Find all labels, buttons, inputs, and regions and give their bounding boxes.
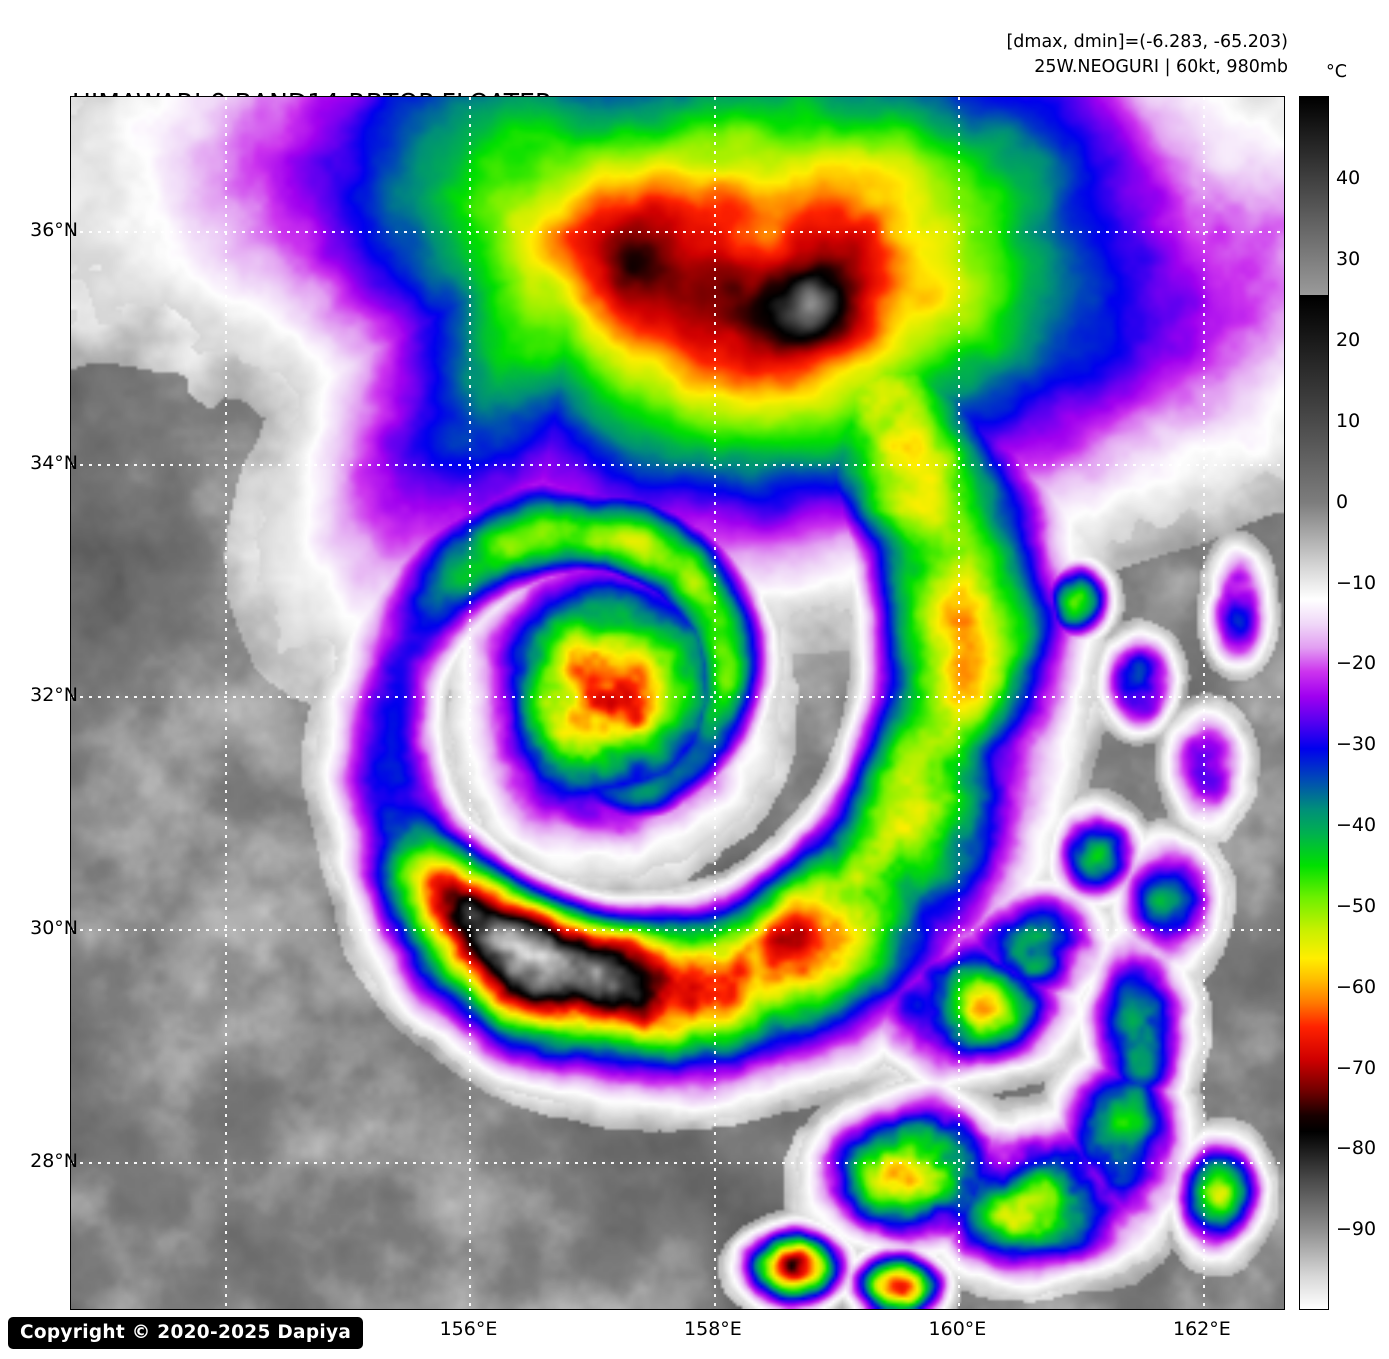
data-range-label: [dmax, dmin]=(-6.283, -65.203) — [1006, 30, 1288, 55]
colorbar-tick-label: −90 — [1336, 1218, 1376, 1240]
lon-tick-label: 156°E — [440, 1318, 498, 1340]
copyright-badge: Copyright © 2020-2025 Dapiya — [8, 1317, 363, 1349]
lon-tick-label: 160°E — [929, 1318, 987, 1340]
colorbar-tick-label: 40 — [1336, 167, 1360, 189]
colorbar-tick-label: 10 — [1336, 410, 1360, 432]
storm-info-label: 25W.NEOGURI | 60kt, 980mb — [1006, 55, 1288, 80]
header-metadata: [dmax, dmin]=(-6.283, -65.203) 25W.NEOGU… — [1006, 30, 1288, 81]
colorbar-tick-label: −80 — [1336, 1137, 1376, 1159]
colorbar-tick-label: −50 — [1336, 895, 1376, 917]
satellite-image-plot[interactable] — [70, 96, 1285, 1310]
colorbar-warm-segment — [1299, 96, 1329, 296]
lon-tick-label: 162°E — [1173, 1318, 1231, 1340]
colorbar-unit-label: °C — [1326, 62, 1347, 82]
lat-tick-label: 36°N — [30, 219, 78, 241]
infrared-satellite-raster — [71, 97, 1284, 1309]
colorbar-tick-label: 20 — [1336, 329, 1360, 351]
ir-brightness-temperature-canvas — [71, 97, 1284, 1309]
colorbar-tick-label: −60 — [1336, 976, 1376, 998]
lon-tick-label: 158°E — [684, 1318, 742, 1340]
lat-tick-label: 32°N — [30, 684, 78, 706]
colorbar-tick-label: −70 — [1336, 1057, 1376, 1079]
temperature-colorbar[interactable] — [1299, 96, 1329, 1310]
lat-tick-label: 34°N — [30, 452, 78, 474]
satellite-imagery-viewer: HIMAWARI-9 BAND14-RBTOP FLOATER Time: 20… — [0, 0, 1389, 1359]
colorbar-main-segment — [1299, 296, 1329, 1310]
colorbar-tick-label: 30 — [1336, 248, 1360, 270]
colorbar-tick-label: −20 — [1336, 652, 1376, 674]
lat-tick-label: 30°N — [30, 917, 78, 939]
colorbar-tick-label: −40 — [1336, 814, 1376, 836]
colorbar-tick-label: −30 — [1336, 733, 1376, 755]
colorbar-tick-label: 0 — [1336, 491, 1348, 513]
colorbar-tick-label: −10 — [1336, 572, 1376, 594]
lat-tick-label: 28°N — [30, 1150, 78, 1172]
